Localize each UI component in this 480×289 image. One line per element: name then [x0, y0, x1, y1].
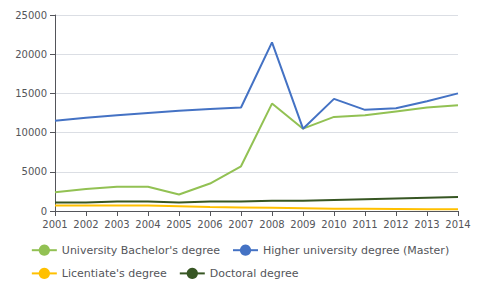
svg-text:2007: 2007 — [228, 219, 253, 230]
svg-text:2005: 2005 — [166, 219, 191, 230]
svg-text:2001: 2001 — [42, 219, 67, 230]
svg-text:2004: 2004 — [135, 219, 160, 230]
svg-text:2013: 2013 — [414, 219, 439, 230]
svg-text:2012: 2012 — [383, 219, 408, 230]
svg-text:2008: 2008 — [259, 219, 284, 230]
svg-text:2010: 2010 — [321, 219, 346, 230]
svg-text:10000: 10000 — [15, 127, 47, 138]
svg-text:2006: 2006 — [197, 219, 222, 230]
svg-text:0: 0 — [41, 206, 47, 217]
svg-text:2014: 2014 — [445, 219, 470, 230]
svg-text:Doctoral degree: Doctoral degree — [210, 267, 299, 280]
svg-text:15000: 15000 — [15, 88, 47, 99]
svg-text:2003: 2003 — [104, 219, 129, 230]
svg-text:2009: 2009 — [290, 219, 315, 230]
svg-text:University Bachelor's degree: University Bachelor's degree — [62, 244, 220, 257]
svg-text:20000: 20000 — [15, 49, 47, 60]
svg-text:2011: 2011 — [352, 219, 377, 230]
svg-text:Licentiate's degree: Licentiate's degree — [62, 267, 167, 280]
svg-text:2002: 2002 — [73, 219, 98, 230]
svg-text:5000: 5000 — [22, 166, 47, 177]
svg-text:Higher university degree (Mast: Higher university degree (Master) — [263, 244, 449, 257]
svg-text:25000: 25000 — [15, 10, 47, 21]
